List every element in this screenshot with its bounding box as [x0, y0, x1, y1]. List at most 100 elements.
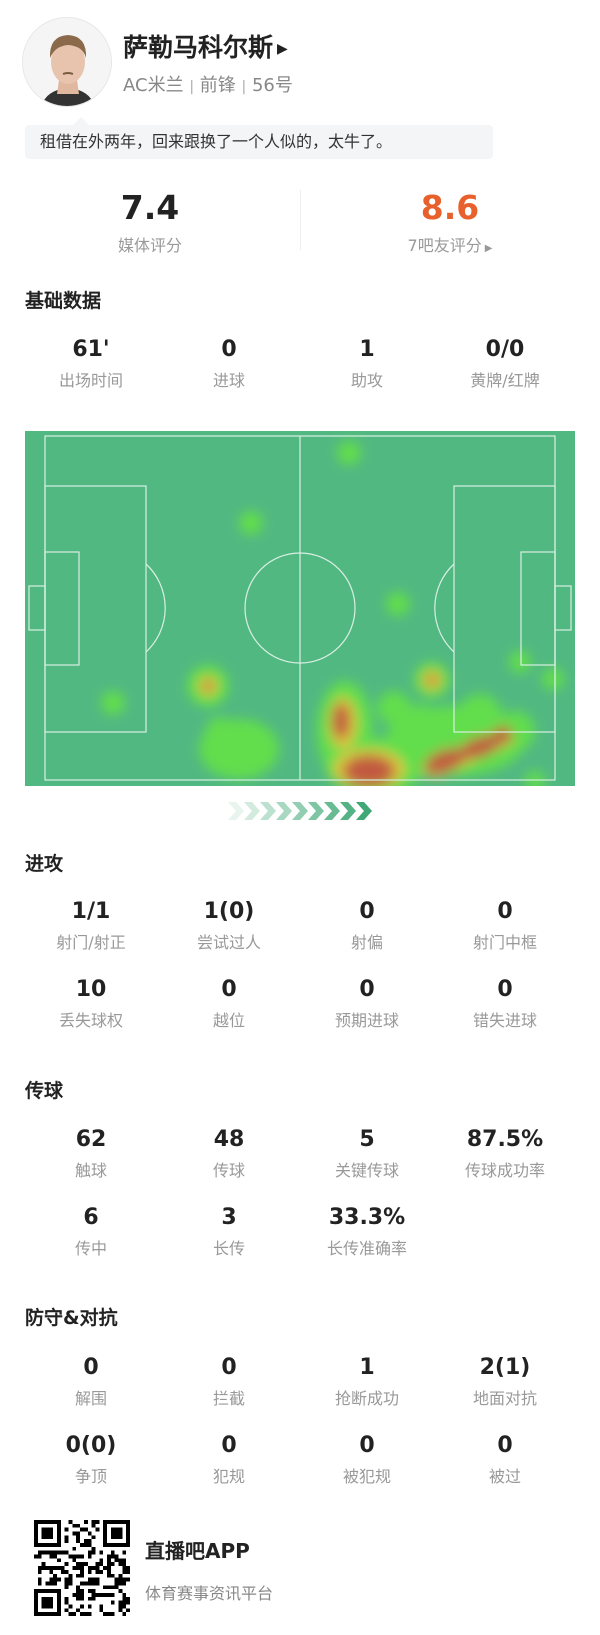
stat-item: 0 拦截 — [160, 1353, 298, 1431]
stat-item: 0 错失进球 — [436, 975, 574, 1053]
stat-label: 被过 — [488, 1467, 521, 1486]
stat-value: 0 — [221, 1355, 237, 1380]
stat-value: 0 — [221, 977, 237, 1002]
stat-label: 拦截 — [212, 1389, 245, 1408]
team-name: AC米兰 — [123, 75, 184, 96]
stat-item: 0 被过 — [436, 1431, 574, 1509]
stat-value: 0 — [497, 899, 513, 924]
stat-item: 33.3% 长传准确率 — [298, 1203, 436, 1281]
player-avatar — [22, 17, 112, 107]
comment-bubble: 租借在外两年，回来跟换了一个人似的，太牛了。 — [25, 117, 493, 159]
media-rating-label: 媒体评分 — [117, 236, 182, 255]
stat-item: 48 传球 — [160, 1125, 298, 1203]
stat-value: 10 — [75, 977, 107, 1002]
section-title-passing: 传球 — [25, 1080, 64, 1102]
fan-rating-value: 8.6 — [420, 188, 480, 227]
stat-value: 0 — [497, 1433, 513, 1458]
stat-value: 0 — [359, 977, 375, 1002]
heat-red — [203, 675, 512, 786]
fan-rating[interactable]: 8.6 7吧友评分 ▶ — [300, 188, 600, 256]
stat-value: 0 — [221, 337, 237, 362]
stat-label: 出场时间 — [58, 371, 123, 390]
stat-item: 62 触球 — [22, 1125, 160, 1203]
chevron-right-icon — [308, 802, 324, 820]
stat-label: 解围 — [74, 1389, 107, 1408]
player-name-link[interactable]: 萨勒马科尔斯 ▶ — [123, 28, 288, 64]
chevron-right-icon — [228, 802, 244, 820]
stat-item: 61' 出场时间 — [22, 335, 160, 413]
stat-item: 0 进球 — [160, 335, 298, 413]
stat-item: 10 丢失球权 — [22, 975, 160, 1053]
stat-item: 0 解围 — [22, 1353, 160, 1431]
chevron-right-icon — [276, 802, 292, 820]
stat-item: 0 射门中框 — [436, 897, 574, 975]
stat-item: 1/1 射门/射正 — [22, 897, 160, 975]
stat-value: 1(0) — [203, 899, 255, 924]
heatmap-layer — [101, 441, 564, 786]
caret-right-icon: ▶ — [277, 41, 288, 57]
stat-label: 射门/射正 — [56, 933, 126, 952]
separator: | — [241, 79, 247, 95]
passing-stats: 62 触球 48 传球 5 关键传球 87.5% 传球成功率 6 传中 3 长传 33.3% 长传准确率 — [22, 1125, 574, 1281]
qr-code-icon — [34, 1520, 130, 1616]
stat-value: 1/1 — [71, 899, 111, 924]
fan-rating-link[interactable]: 7吧友评分 ▶ — [300, 232, 600, 256]
stat-label: 预期进球 — [334, 1011, 399, 1030]
section-title-basic: 基础数据 — [25, 290, 102, 312]
stat-value: 0/0 — [485, 337, 525, 362]
stat-item: 0(0) 争顶 — [22, 1431, 160, 1509]
stat-value: 1 — [359, 1355, 375, 1380]
stat-value: 61' — [72, 337, 110, 362]
chevron-right-icon — [260, 802, 276, 820]
stat-value: 0 — [221, 1433, 237, 1458]
stat-item: 1 助攻 — [298, 335, 436, 413]
defense-stats: 0 解围 0 拦截 1 抢断成功 2(1) 地面对抗 0(0) 争顶 0 犯规 0 被犯规 0 被过 — [22, 1353, 574, 1509]
stat-label: 助攻 — [350, 371, 383, 390]
stat-label: 射门中框 — [472, 933, 537, 952]
left-penalty-arc — [145, 563, 166, 653]
player-photo-icon — [23, 18, 111, 106]
stat-value: 0 — [497, 977, 513, 1002]
chevron-right-icon — [340, 802, 356, 820]
stat-label: 传球成功率 — [464, 1161, 545, 1180]
stat-value: 0 — [83, 1355, 99, 1380]
stat-label: 越位 — [212, 1011, 245, 1030]
app-tagline: 体育赛事资讯平台 — [145, 1584, 274, 1603]
stat-item: 0 犯规 — [160, 1431, 298, 1509]
stat-value: 2(1) — [479, 1355, 531, 1380]
stat-value: 62 — [75, 1127, 107, 1152]
chevron-right-icon — [356, 802, 372, 820]
stat-value: 1 — [359, 337, 375, 362]
player-meta: AC米兰 | 前锋 | 56号 — [123, 71, 293, 97]
app-name: 直播吧APP — [145, 1539, 250, 1563]
section-title-defense: 防守&对抗 — [25, 1307, 118, 1329]
left-goal — [28, 585, 46, 631]
stat-label: 进球 — [212, 371, 245, 390]
shirt-number: 56号 — [251, 75, 293, 96]
media-rating: 7.4 媒体评分 — [0, 188, 300, 256]
stat-item: 0 预期进球 — [298, 975, 436, 1053]
stat-value: 5 — [359, 1127, 375, 1152]
right-goal — [554, 585, 572, 631]
separator: | — [189, 79, 195, 95]
media-rating-value: 7.4 — [120, 188, 180, 227]
chevron-right-icon — [324, 802, 340, 820]
stat-item: 5 关键传球 — [298, 1125, 436, 1203]
attack-stats: 1/1 射门/射正 1(0) 尝试过人 0 射偏 0 射门中框 10 丢失球权 0 越位 0 预期进球 0 错… — [22, 897, 574, 1053]
stat-value: 33.3% — [328, 1205, 406, 1230]
chevron-right-icon — [292, 802, 308, 820]
right-penalty-arc — [434, 563, 455, 653]
stat-label: 被犯规 — [342, 1467, 391, 1486]
stat-label: 关键传球 — [334, 1161, 399, 1180]
stat-value: 0 — [359, 1433, 375, 1458]
player-name: 萨勒马科尔斯 — [123, 33, 274, 62]
stat-label: 地面对抗 — [472, 1389, 537, 1408]
divider — [300, 190, 301, 250]
stat-value: 3 — [221, 1205, 237, 1230]
heatmap-pitch — [25, 431, 575, 786]
stat-item: 3 长传 — [160, 1203, 298, 1281]
stat-item: 0 越位 — [160, 975, 298, 1053]
stat-item: 0 被犯规 — [298, 1431, 436, 1509]
stat-label: 错失进球 — [472, 1011, 537, 1030]
stat-label: 抢断成功 — [334, 1389, 399, 1408]
